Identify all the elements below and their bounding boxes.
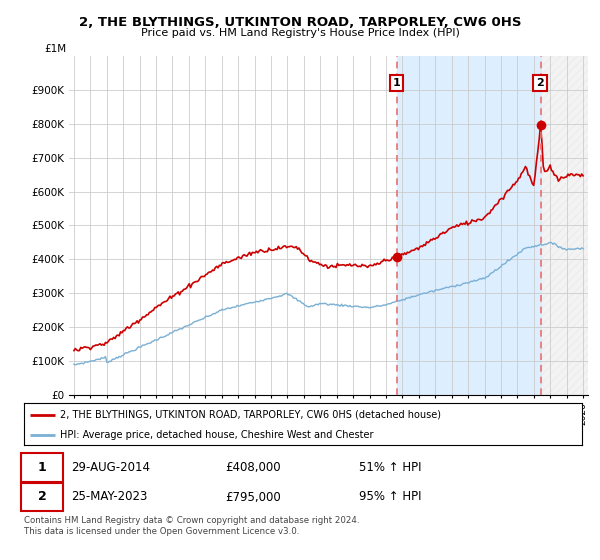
Text: Price paid vs. HM Land Registry's House Price Index (HPI): Price paid vs. HM Land Registry's House … — [140, 28, 460, 38]
Text: £1M: £1M — [44, 44, 67, 54]
Text: 51% ↑ HPI: 51% ↑ HPI — [359, 461, 421, 474]
Text: 2: 2 — [536, 78, 544, 88]
Text: 2, THE BLYTHINGS, UTKINTON ROAD, TARPORLEY, CW6 0HS (detached house): 2, THE BLYTHINGS, UTKINTON ROAD, TARPORL… — [60, 410, 441, 420]
Text: 95% ↑ HPI: 95% ↑ HPI — [359, 491, 421, 503]
Text: 2: 2 — [38, 491, 47, 503]
Text: 2, THE BLYTHINGS, UTKINTON ROAD, TARPORLEY, CW6 0HS: 2, THE BLYTHINGS, UTKINTON ROAD, TARPORL… — [79, 16, 521, 29]
Text: Contains HM Land Registry data © Crown copyright and database right 2024.
This d: Contains HM Land Registry data © Crown c… — [24, 516, 359, 536]
Text: £408,000: £408,000 — [225, 461, 281, 474]
Bar — [541, 56, 591, 395]
Text: HPI: Average price, detached house, Cheshire West and Chester: HPI: Average price, detached house, Ches… — [60, 430, 374, 440]
Text: 25-MAY-2023: 25-MAY-2023 — [71, 491, 148, 503]
Text: 1: 1 — [392, 78, 400, 88]
Text: £795,000: £795,000 — [225, 491, 281, 503]
Text: 1: 1 — [38, 461, 47, 474]
FancyBboxPatch shape — [21, 483, 63, 511]
Bar — [397, 56, 541, 395]
FancyBboxPatch shape — [21, 453, 63, 482]
Text: 29-AUG-2014: 29-AUG-2014 — [71, 461, 151, 474]
